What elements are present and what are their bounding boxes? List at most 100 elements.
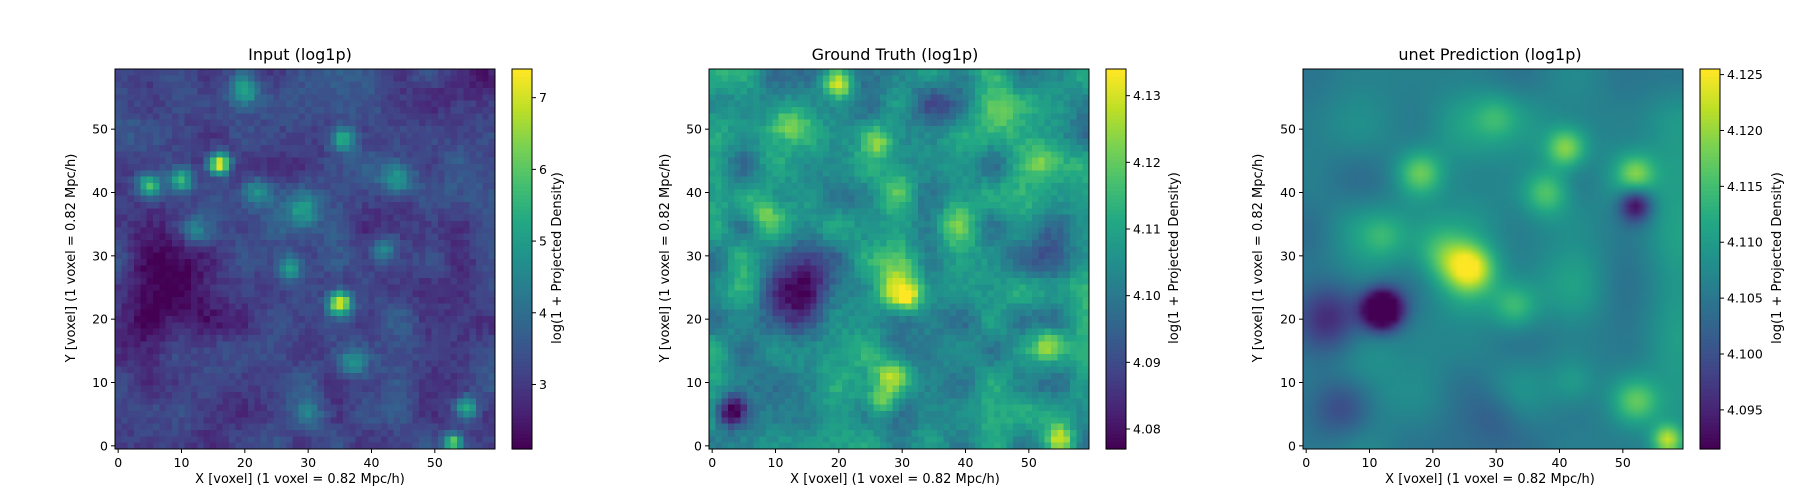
colorbar-segment: [1700, 361, 1720, 366]
colorbar-segment: [512, 407, 532, 412]
y-tick-label: 30: [686, 248, 702, 263]
panel-title: Input (log1p): [248, 45, 352, 64]
colorbar-segment: [1106, 95, 1126, 100]
y-tick-label: 0: [1288, 438, 1296, 453]
colorbar-segment: [1106, 297, 1126, 302]
colorbar-segment: [512, 437, 532, 442]
colorbar-tick-label: 4.08: [1133, 422, 1161, 437]
colorbar-segment: [512, 281, 532, 287]
colorbar-tick-label: 4.13: [1133, 88, 1161, 103]
colorbar-segment: [1700, 255, 1720, 260]
colorbar-segment: [1106, 202, 1126, 207]
colorbar-segment: [1106, 274, 1126, 279]
x-tick-label: 0: [708, 455, 716, 470]
colorbar-segment: [512, 369, 532, 374]
y-axis-label: Y [voxel] (1 voxel = 0.82 Mpc/h): [64, 154, 79, 364]
colorbar-segment: [512, 183, 532, 188]
colorbar-segment: [1106, 164, 1126, 169]
colorbar-segment: [1106, 430, 1126, 435]
colorbar-segment: [1106, 175, 1126, 180]
colorbar-segment: [1106, 384, 1126, 389]
colorbar-segment: [512, 259, 532, 264]
colorbar-segment: [512, 190, 532, 195]
colorbar-segment: [1106, 84, 1126, 89]
y-tick-label: 0: [100, 438, 108, 453]
colorbar-segment: [1700, 236, 1720, 241]
colorbar-segment: [1106, 323, 1126, 328]
colorbar-segment: [512, 289, 532, 294]
colorbar-segment: [1106, 380, 1126, 385]
colorbar-segment: [512, 384, 532, 389]
y-axis-label: Y [voxel] (1 voxel = 0.82 Mpc/h): [658, 154, 673, 364]
colorbar-segment: [512, 114, 532, 119]
colorbar-segment: [1700, 388, 1720, 393]
colorbar-segment: [512, 164, 532, 169]
colorbar-segment: [1700, 145, 1720, 150]
colorbar-segment: [512, 399, 532, 404]
x-tick-label: 0: [114, 455, 122, 470]
colorbar-segment: [1106, 392, 1126, 397]
plot-frame: [708, 68, 1090, 450]
colorbar-segment: [1106, 205, 1126, 211]
colorbar-segment: [1106, 437, 1126, 442]
colorbar-segment: [1700, 376, 1720, 382]
colorbar-segment: [1700, 373, 1720, 378]
colorbar-segment: [1106, 354, 1126, 359]
colorbar-segment: [512, 380, 532, 385]
colorbar-segment: [512, 205, 532, 211]
colorbar-segment: [1106, 209, 1126, 214]
colorbar-segment: [512, 118, 532, 123]
colorbar-segment: [1700, 312, 1720, 317]
colorbar-segment: [1106, 338, 1126, 344]
panel-title: Ground Truth (log1p): [812, 45, 979, 64]
colorbar-segment: [1700, 418, 1720, 423]
colorbar-segment: [512, 194, 532, 199]
y-tick-label: 10: [92, 375, 108, 390]
colorbar-segment: [1700, 289, 1720, 294]
x-tick-label: 50: [1615, 455, 1631, 470]
colorbar-tick-label: 7: [539, 90, 547, 105]
colorbar-segment: [1700, 278, 1720, 283]
colorbar-segment: [1106, 213, 1126, 218]
colorbar-segment: [1106, 373, 1126, 378]
colorbar-segment: [1106, 293, 1126, 298]
colorbar-segment: [1106, 133, 1126, 138]
colorbar-segment: [1700, 335, 1720, 340]
colorbar-segment: [1700, 80, 1720, 85]
colorbar-segment: [1700, 395, 1720, 401]
colorbar-segment: [1106, 418, 1126, 423]
colorbar-segment: [512, 107, 532, 112]
colorbar-segment: [1700, 129, 1720, 135]
colorbar-segment: [1106, 308, 1126, 313]
colorbar-segment: [512, 304, 532, 309]
colorbar-segment: [1106, 411, 1126, 416]
colorbar-segment: [1106, 316, 1126, 321]
x-tick-label: 50: [427, 455, 443, 470]
colorbar-segment: [512, 126, 532, 131]
y-axis-label: Y [voxel] (1 voxel = 0.82 Mpc/h): [1251, 154, 1266, 364]
colorbar-segment: [512, 122, 532, 127]
x-tick-label: 0: [1302, 455, 1310, 470]
colorbar-segment: [1700, 171, 1720, 176]
colorbar-segment: [1700, 327, 1720, 332]
colorbar-frame: [511, 68, 533, 450]
colorbar-segment: [512, 152, 532, 157]
colorbar-segment: [512, 338, 532, 344]
colorbar-segment: [1106, 289, 1126, 294]
colorbar-segment: [512, 342, 532, 347]
colorbar-segment: [1700, 179, 1720, 184]
colorbar-segment: [512, 418, 532, 423]
colorbar-segment: [512, 354, 532, 359]
colorbar-segment: [1106, 304, 1126, 309]
colorbar-tick-label: 4: [539, 305, 547, 320]
colorbar-segment: [1700, 403, 1720, 408]
colorbar-segment: [1700, 103, 1720, 108]
colorbar-segment: [1106, 194, 1126, 199]
colorbar-segment: [1106, 186, 1126, 192]
x-tick-label: 30: [300, 455, 316, 470]
colorbar-segment: [1700, 183, 1720, 188]
colorbar-segment: [512, 217, 532, 222]
y-tick-label: 30: [92, 248, 108, 263]
x-tick-label: 10: [768, 455, 784, 470]
colorbar-tick-label: 4.115: [1727, 179, 1763, 194]
